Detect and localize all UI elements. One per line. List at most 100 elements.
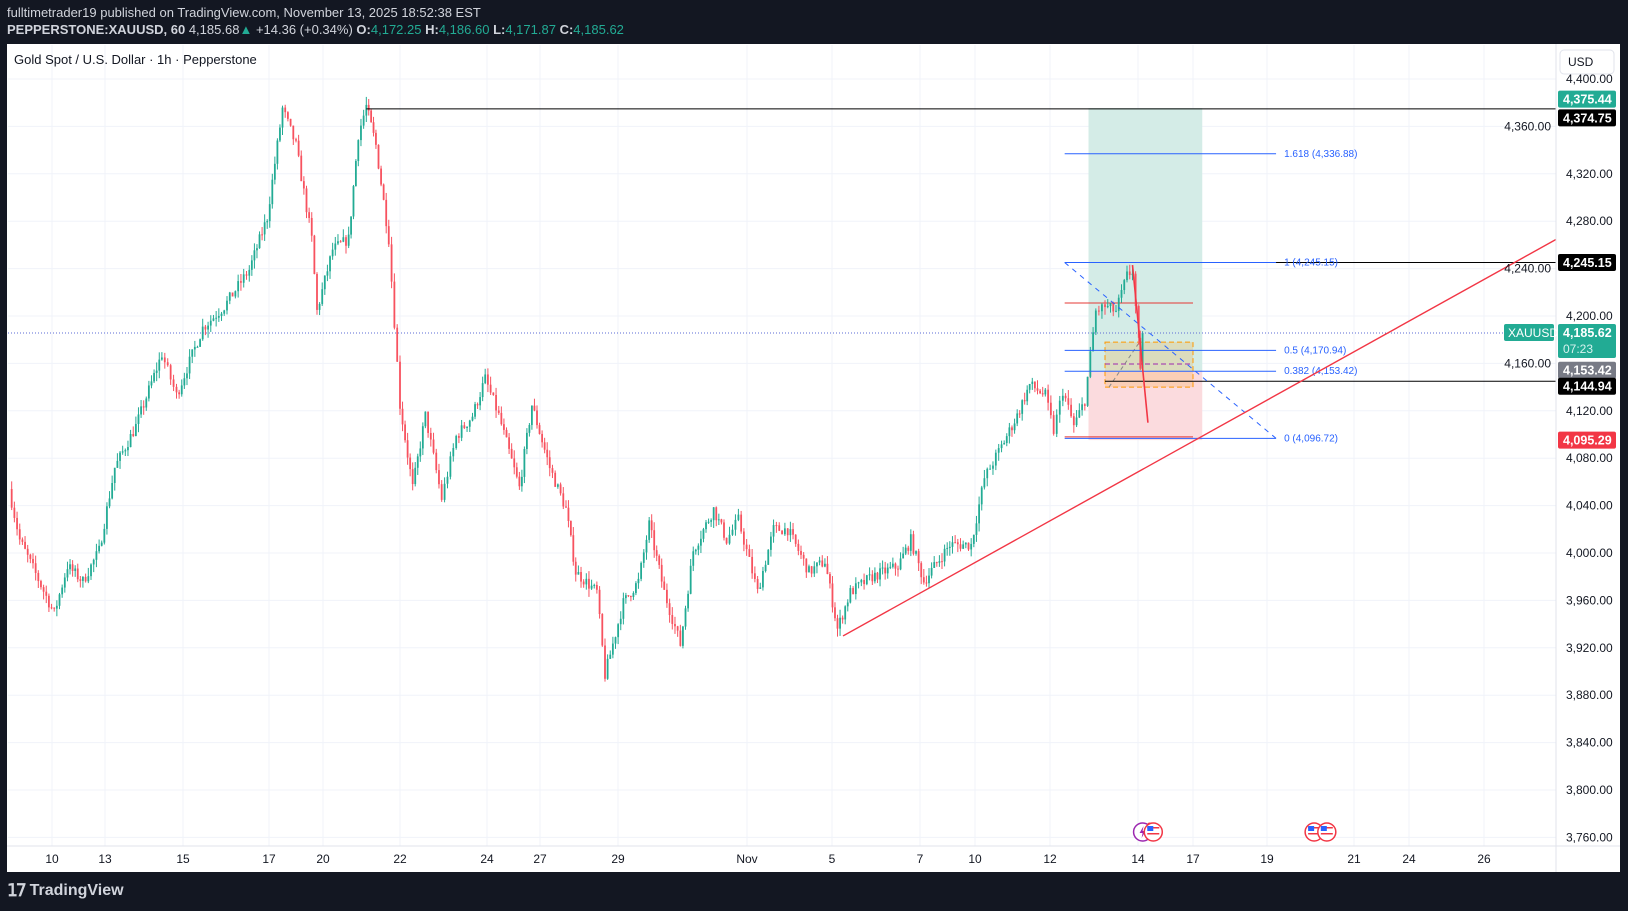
badge-bg (1558, 361, 1616, 379)
candle-body (1089, 351, 1092, 377)
candle (505, 427, 508, 438)
candle-body (153, 372, 155, 382)
candle-body (967, 542, 970, 550)
candle (580, 566, 582, 588)
candle-body (158, 359, 161, 371)
candle (119, 451, 121, 469)
price-tick-label: 3,920.00 (1566, 641, 1613, 655)
candle (912, 530, 915, 556)
candle (595, 581, 598, 594)
badge-value: 4,153.42 (1563, 364, 1612, 378)
candle (492, 392, 495, 396)
candle (481, 376, 484, 402)
candle-body (18, 529, 21, 540)
candle-body (1120, 290, 1123, 298)
candle (951, 536, 954, 554)
candle-body (323, 275, 326, 290)
candle (759, 582, 762, 589)
candle (954, 535, 957, 544)
candle (1033, 381, 1036, 393)
candle (886, 563, 889, 579)
candle-body (1104, 304, 1106, 308)
candle (1003, 440, 1006, 445)
candle (419, 441, 422, 462)
candle (577, 565, 580, 575)
price-axis[interactable]: 3,760.00 3,800.00 3,840.00 3,880.00 3,920.00… (1504, 72, 1613, 844)
us-flag-icon[interactable] (1317, 822, 1337, 842)
candle (308, 207, 311, 223)
candle-body (720, 519, 723, 523)
candle-body (321, 289, 324, 304)
grid (8, 45, 1556, 846)
candle-body (630, 596, 632, 598)
candle (897, 565, 899, 577)
candle-body (876, 572, 879, 580)
candle (300, 150, 303, 182)
candle (153, 369, 155, 384)
candle-body (455, 436, 458, 449)
candle (786, 528, 789, 541)
candle (1089, 346, 1092, 379)
currency-button[interactable] (1559, 49, 1615, 75)
badge-value: 4,144.94 (1563, 380, 1612, 394)
symbol-label[interactable]: PEPPERSTONE:XAUUSD, 60 (7, 22, 186, 37)
candle (962, 540, 965, 550)
candle-body (930, 567, 933, 576)
candle-body (500, 412, 503, 425)
candle (440, 480, 443, 502)
candle (1094, 308, 1097, 336)
candle (295, 137, 297, 143)
candle (429, 427, 432, 447)
candle-body (528, 425, 531, 433)
candle-body (273, 163, 276, 180)
time-tick-label: 13 (98, 852, 112, 866)
candle (668, 598, 671, 623)
currency-label[interactable]: USD (1568, 55, 1594, 69)
candle-body (614, 637, 617, 644)
candle-body (268, 204, 271, 222)
candle (234, 290, 237, 299)
time-axis[interactable]: 10 13 15 17 20 22 24 27 29 Nov 5 7 10 12 14 17 19 21 24 26 (45, 852, 1491, 866)
tradingview-logo[interactable]: 𝟣𝟩 TradingView (7, 881, 124, 901)
candle-body (427, 411, 429, 433)
candle (813, 561, 816, 577)
candle (548, 450, 551, 477)
candle (385, 192, 388, 234)
candle-body (1055, 414, 1058, 434)
candle-body (250, 260, 253, 270)
candle (943, 544, 946, 567)
candle-body (536, 410, 538, 426)
candle (802, 552, 805, 566)
candle-body (556, 484, 559, 487)
candle (438, 463, 440, 489)
candle (212, 314, 215, 322)
candle-body (316, 273, 318, 310)
candle (172, 374, 175, 392)
candle (674, 616, 676, 634)
candle (1023, 392, 1026, 405)
candle-body (884, 567, 887, 574)
candle-body (980, 487, 983, 505)
candle-body (45, 591, 48, 596)
candle (567, 500, 570, 528)
candle (362, 109, 365, 129)
us-flag-icon[interactable] (1143, 822, 1164, 842)
candle-body (964, 542, 967, 545)
candle (1047, 384, 1049, 411)
candle (846, 599, 849, 612)
candle-body (466, 426, 468, 429)
candle-body (61, 587, 64, 595)
candle (630, 595, 632, 602)
candle (268, 196, 271, 228)
candle-body (658, 555, 661, 565)
candle (876, 571, 879, 584)
fib-level-label: 0.5 (4,170.94) (1284, 345, 1346, 356)
candle (354, 159, 357, 187)
candle-body (546, 449, 549, 458)
candle-body (962, 544, 965, 549)
candle-body (1044, 389, 1047, 395)
candle (986, 467, 989, 487)
candle-body (917, 551, 920, 564)
candle-body (871, 574, 874, 582)
